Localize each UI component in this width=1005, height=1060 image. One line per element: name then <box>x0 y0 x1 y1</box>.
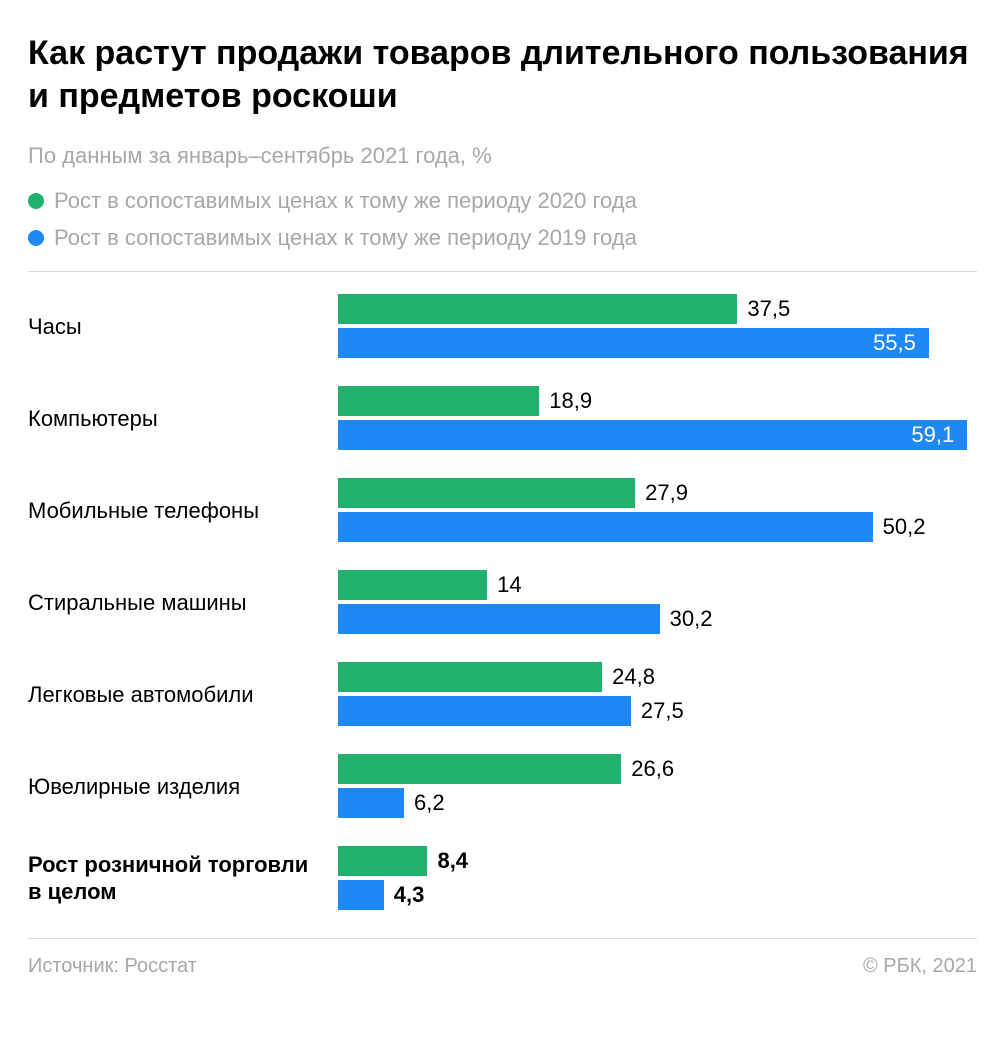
bar-wrap: 30,2 <box>338 604 977 634</box>
bar-wrap: 37,5 <box>338 294 977 324</box>
bar-wrap: 14 <box>338 570 977 600</box>
chart-row: Легковые автомобили 24,8 27,5 <box>28 662 977 726</box>
bar <box>338 846 427 876</box>
row-label: Часы <box>28 313 338 341</box>
row-bars: 18,9 59,1 <box>338 386 977 450</box>
bar-chart: Часы 37,5 55,5 Компьютеры 18,9 59,1 Мобильные … <box>28 294 977 910</box>
value-label: 26,6 <box>631 756 674 782</box>
row-label: Легковые автомобили <box>28 681 338 709</box>
value-label: 27,9 <box>645 480 688 506</box>
row-bars: 37,5 55,5 <box>338 294 977 358</box>
bar-wrap: 8,4 <box>338 846 977 876</box>
row-label: Рост розничной торговли в целом <box>28 851 338 906</box>
legend-label: Рост в сопоставимых ценах к тому же пери… <box>54 223 637 254</box>
bar-wrap: 18,9 <box>338 386 977 416</box>
chart-subtitle: По данным за январь–сентябрь 2021 года, … <box>28 141 977 172</box>
value-label: 8,4 <box>437 848 468 874</box>
bar-wrap: 59,1 <box>338 420 977 450</box>
legend-item: Рост в сопоставимых ценах к тому же пери… <box>28 223 977 254</box>
bar <box>338 754 621 784</box>
value-label: 24,8 <box>612 664 655 690</box>
row-label: Ювелирные изделия <box>28 773 338 801</box>
credit-text: © РБК, 2021 <box>863 955 977 978</box>
bar-wrap: 27,9 <box>338 478 977 508</box>
row-label: Мобильные телефоны <box>28 497 338 525</box>
row-bars: 27,9 50,2 <box>338 478 977 542</box>
chart-row: Часы 37,5 55,5 <box>28 294 977 358</box>
bar <box>338 880 384 910</box>
bar-wrap: 27,5 <box>338 696 977 726</box>
row-bars: 8,4 4,3 <box>338 846 977 910</box>
row-bars: 26,6 6,2 <box>338 754 977 818</box>
legend-label: Рост в сопоставимых ценах к тому же пери… <box>54 186 637 217</box>
bar-wrap: 24,8 <box>338 662 977 692</box>
bar <box>338 420 967 450</box>
bar <box>338 386 539 416</box>
value-label: 18,9 <box>549 388 592 414</box>
bar <box>338 662 602 692</box>
value-label: 27,5 <box>641 698 684 724</box>
chart-footer: Источник: Росстат © РБК, 2021 <box>28 938 977 978</box>
bar-wrap: 50,2 <box>338 512 977 542</box>
bar-wrap: 4,3 <box>338 880 977 910</box>
bar <box>338 604 660 634</box>
value-label: 59,1 <box>911 422 954 448</box>
legend: Рост в сопоставимых ценах к тому же пери… <box>28 186 977 254</box>
row-label: Компьютеры <box>28 405 338 433</box>
divider <box>28 271 977 272</box>
chart-row: Рост розничной торговли в целом 8,4 4,3 <box>28 846 977 910</box>
bar <box>338 696 631 726</box>
legend-item: Рост в сопоставимых ценах к тому же пери… <box>28 186 977 217</box>
row-bars: 14 30,2 <box>338 570 977 634</box>
bar <box>338 294 737 324</box>
bar-wrap: 26,6 <box>338 754 977 784</box>
value-label: 55,5 <box>873 330 916 356</box>
value-label: 50,2 <box>883 514 926 540</box>
bar <box>338 788 404 818</box>
value-label: 6,2 <box>414 790 445 816</box>
chart-row: Мобильные телефоны 27,9 50,2 <box>28 478 977 542</box>
chart-row: Стиральные машины 14 30,2 <box>28 570 977 634</box>
bar-wrap: 6,2 <box>338 788 977 818</box>
legend-swatch-icon <box>28 193 44 209</box>
bar <box>338 478 635 508</box>
row-bars: 24,8 27,5 <box>338 662 977 726</box>
bar <box>338 512 873 542</box>
bar <box>338 328 929 358</box>
source-text: Источник: Росстат <box>28 955 197 978</box>
value-label: 30,2 <box>670 606 713 632</box>
value-label: 14 <box>497 572 521 598</box>
bar-wrap: 55,5 <box>338 328 977 358</box>
row-label: Стиральные машины <box>28 589 338 617</box>
value-label: 4,3 <box>394 882 425 908</box>
chart-row: Компьютеры 18,9 59,1 <box>28 386 977 450</box>
chart-title: Как растут продажи товаров длительного п… <box>28 32 977 117</box>
bar <box>338 570 487 600</box>
chart-row: Ювелирные изделия 26,6 6,2 <box>28 754 977 818</box>
value-label: 37,5 <box>747 296 790 322</box>
legend-swatch-icon <box>28 230 44 246</box>
